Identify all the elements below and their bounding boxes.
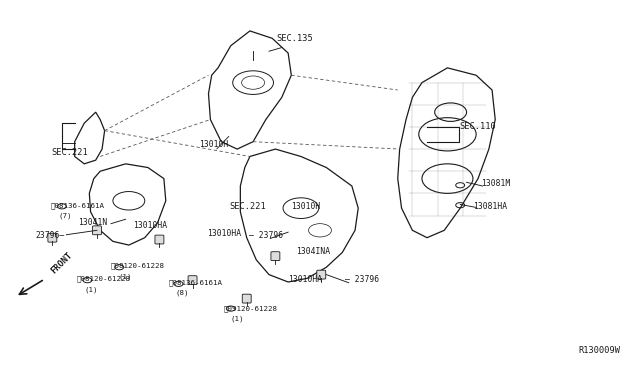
Text: 13010H: 13010H (199, 140, 228, 149)
FancyBboxPatch shape (93, 226, 101, 235)
Text: 1304INA: 1304INA (296, 247, 330, 256)
Text: Ⓑ08120-61228: Ⓑ08120-61228 (111, 263, 165, 269)
Text: — 23796: — 23796 (346, 275, 380, 283)
Text: Ⓑ09120-61228: Ⓑ09120-61228 (223, 305, 277, 312)
Text: 13010H: 13010H (291, 202, 320, 211)
Text: Ⓑ08136-6161A: Ⓑ08136-6161A (51, 202, 105, 208)
Text: (1): (1) (84, 286, 98, 293)
Text: SEC.221: SEC.221 (230, 202, 266, 211)
Text: — 23796: — 23796 (248, 231, 283, 240)
Text: SEC.135: SEC.135 (276, 34, 314, 43)
Text: 13010HA: 13010HA (132, 221, 167, 230)
Text: SEC.110: SEC.110 (459, 122, 495, 131)
FancyBboxPatch shape (48, 233, 57, 242)
Text: Ⓑ08136-6161A: Ⓑ08136-6161A (168, 279, 222, 286)
Text: FRONT: FRONT (49, 250, 74, 275)
FancyBboxPatch shape (317, 270, 326, 279)
FancyBboxPatch shape (155, 235, 164, 244)
Text: 13010HA: 13010HA (288, 275, 323, 283)
FancyBboxPatch shape (243, 294, 251, 303)
FancyBboxPatch shape (188, 276, 197, 285)
Text: SEC.221: SEC.221 (51, 148, 88, 157)
Text: (1): (1) (118, 273, 132, 280)
Text: 13010HA: 13010HA (207, 230, 241, 238)
Text: 23796—: 23796— (36, 231, 65, 240)
Text: R130009W: R130009W (579, 346, 621, 355)
FancyBboxPatch shape (271, 252, 280, 260)
Text: (1): (1) (231, 316, 244, 322)
Text: Ⓑ08120-61228: Ⓑ08120-61228 (77, 276, 131, 282)
Text: 13041N: 13041N (78, 218, 107, 227)
Text: (8): (8) (176, 290, 189, 296)
Text: (7): (7) (59, 212, 72, 219)
Text: 13081M: 13081M (481, 179, 510, 187)
Text: 13081HA: 13081HA (473, 202, 507, 211)
